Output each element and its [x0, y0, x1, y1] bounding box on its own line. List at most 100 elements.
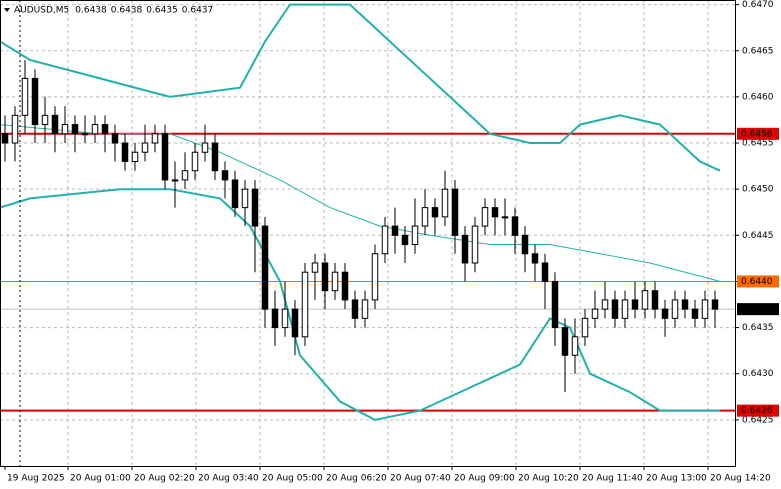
y-tick-label: 0.6455 — [742, 139, 774, 149]
candle-body — [211, 142, 219, 172]
candle-body — [631, 299, 639, 310]
price-label-box — [737, 404, 779, 417]
candle-body — [31, 77, 39, 126]
band-line — [0, 3, 721, 172]
candle-body — [461, 234, 469, 264]
candle-body — [91, 124, 99, 135]
candle-body — [541, 262, 549, 282]
candle-body — [511, 216, 519, 236]
candle-body — [281, 308, 289, 329]
candle-body — [141, 142, 149, 153]
y-tick-label: 0.6465 — [742, 46, 774, 56]
candle-body — [671, 299, 679, 319]
candle-body — [381, 225, 389, 255]
candle-body — [191, 151, 199, 172]
x-tick-label: 19 Aug 2025 — [7, 474, 65, 484]
plot-area — [0, 0, 736, 466]
candle-body — [151, 133, 159, 144]
candle-body — [491, 207, 499, 218]
candle-body — [521, 234, 529, 255]
candle-body — [1, 133, 9, 144]
x-tick-label: 20 Aug 11:40 — [582, 474, 643, 484]
candle-body — [21, 77, 29, 116]
candle-body — [641, 290, 649, 310]
candle-body — [241, 188, 249, 209]
candle-body — [451, 188, 459, 236]
x-tick-label: 20 Aug 13:00 — [646, 474, 707, 484]
header-ohlc: 0.6438 — [75, 6, 107, 16]
y-tick-label: 0.6460 — [742, 92, 774, 102]
header-ohlc: 0.6437 — [182, 6, 214, 16]
price-label: 0.6426 — [741, 406, 773, 416]
candle-body — [621, 299, 629, 319]
candle-body — [391, 225, 399, 236]
price-label: 0.6456 — [741, 129, 773, 139]
header-arrow — [4, 8, 10, 12]
candle-body — [431, 207, 439, 218]
header-ohlc: 0.6438 — [111, 6, 143, 16]
candle-body — [581, 317, 589, 338]
candle-body — [291, 308, 299, 338]
candle-body — [611, 299, 619, 319]
candle-body — [711, 299, 719, 310]
candle-body — [691, 308, 699, 319]
candle-body — [551, 280, 559, 329]
candle-body — [201, 142, 209, 153]
candle-body — [231, 179, 239, 209]
x-tick-label: 20 Aug 01:00 — [70, 474, 131, 484]
x-tick-label: 20 Aug 05:00 — [262, 474, 323, 484]
x-tick-label: 20 Aug 10:20 — [518, 474, 579, 484]
candle-body — [601, 299, 609, 310]
candle-body — [401, 234, 409, 246]
price-label-box — [737, 275, 779, 288]
candle-body — [411, 225, 419, 246]
price-label-box — [737, 127, 779, 140]
candle-body — [301, 271, 309, 338]
x-tick-label: 20 Aug 06:20 — [326, 474, 387, 484]
candle-body — [321, 262, 329, 292]
candle-body — [71, 124, 79, 135]
candle-body — [221, 170, 229, 181]
candle-body — [251, 188, 259, 227]
candle-body — [11, 114, 19, 144]
candle-body — [531, 253, 539, 264]
band-line — [0, 188, 720, 421]
candle-body — [101, 124, 109, 135]
candle-body — [121, 142, 129, 162]
candle-body — [41, 114, 49, 126]
candle-body — [61, 124, 69, 135]
candle-body — [371, 253, 379, 301]
candle-body — [271, 308, 279, 329]
candle-body — [701, 299, 709, 319]
candle-body — [501, 216, 509, 219]
candle-body — [311, 262, 319, 273]
candle-body — [51, 114, 59, 135]
y-tick-label: 0.6445 — [742, 231, 774, 241]
candle-body — [161, 133, 169, 181]
x-tick-label: 20 Aug 14:20 — [710, 474, 771, 484]
x-tick-label: 20 Aug 03:40 — [198, 474, 259, 484]
symbol-label: AUDUSD,M5 — [14, 6, 69, 16]
frame — [0, 0, 736, 467]
candle-body — [441, 188, 449, 218]
y-tick-label: 0.6425 — [742, 415, 774, 425]
candle-body — [561, 327, 569, 356]
candle-body — [651, 290, 659, 310]
y-tick-label: 0.6430 — [742, 369, 774, 379]
candle-body — [341, 271, 349, 301]
x-tick-label: 20 Aug 07:40 — [390, 474, 451, 484]
candle-body — [111, 133, 119, 144]
header-ohlc: 0.6435 — [146, 6, 178, 16]
y-tick-label: 0.6470 — [742, 0, 774, 10]
candle-body — [421, 207, 429, 227]
candle-body — [361, 299, 369, 319]
candle-body — [471, 225, 479, 264]
candle-body — [171, 179, 179, 182]
candle-body — [661, 308, 669, 319]
candle-body — [591, 308, 599, 319]
candle-body — [261, 225, 269, 310]
y-tick-label: 0.6435 — [742, 323, 774, 333]
price-label-box — [737, 303, 779, 316]
